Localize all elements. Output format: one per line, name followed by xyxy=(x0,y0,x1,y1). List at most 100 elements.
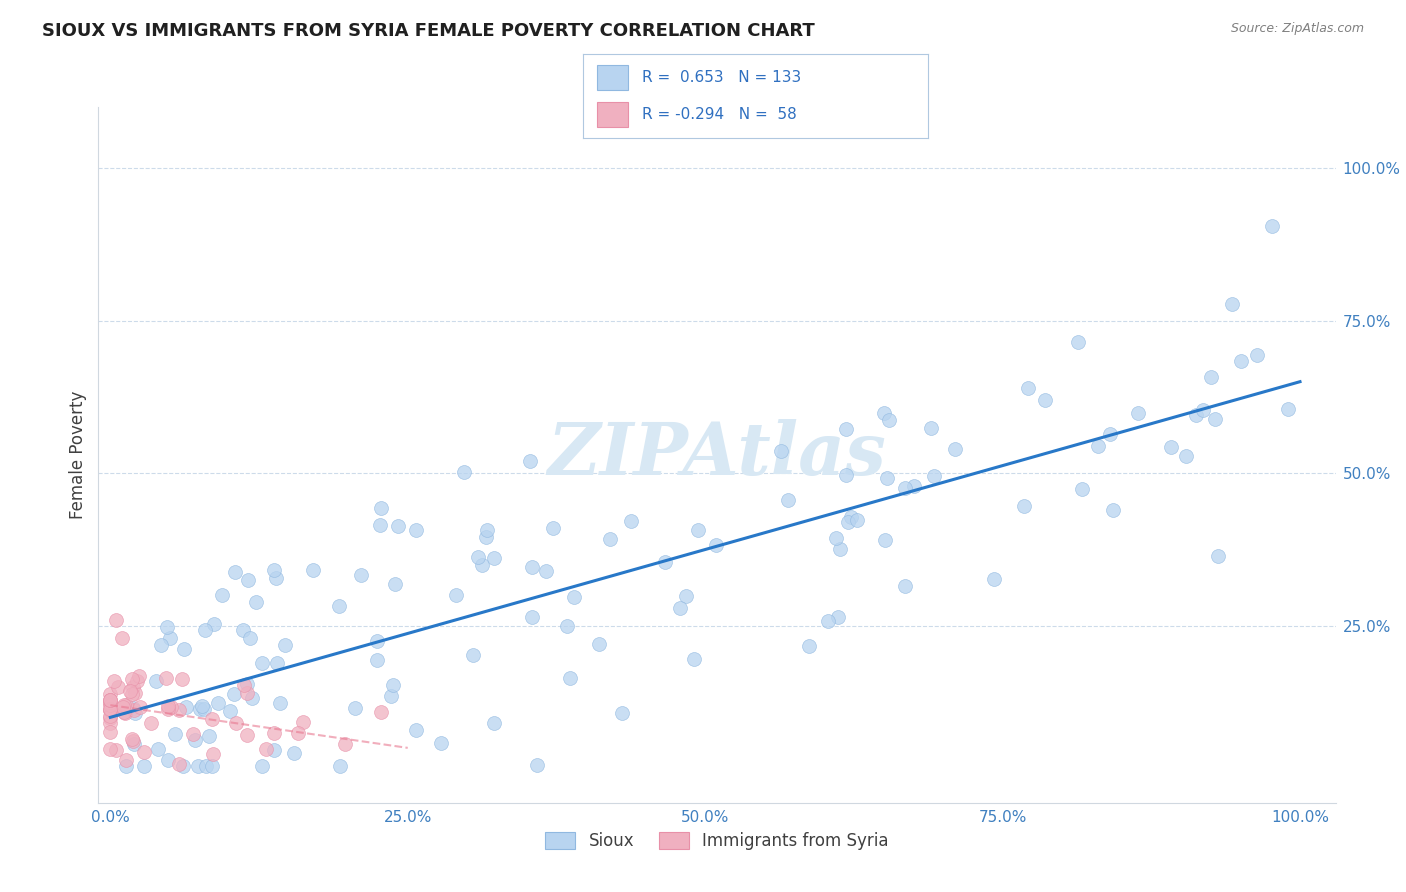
Point xyxy=(1070,482,1092,496)
Point xyxy=(225,715,247,730)
Point xyxy=(1185,408,1208,422)
Point xyxy=(471,558,494,573)
Point xyxy=(104,742,127,756)
Point xyxy=(328,599,350,613)
Point xyxy=(1199,370,1222,384)
Point xyxy=(588,637,610,651)
Point xyxy=(675,589,697,603)
Point xyxy=(124,686,146,700)
Point xyxy=(98,711,121,725)
Point xyxy=(825,531,848,545)
Point xyxy=(283,746,305,760)
Point xyxy=(287,726,309,740)
Point xyxy=(114,706,136,721)
Point xyxy=(112,706,135,720)
Point xyxy=(240,690,263,705)
Point xyxy=(669,601,692,615)
Point xyxy=(370,705,392,719)
Point xyxy=(620,514,643,528)
Point xyxy=(245,595,267,609)
Point xyxy=(160,700,183,714)
Point xyxy=(430,736,453,750)
Point xyxy=(149,638,172,652)
Point xyxy=(1246,348,1268,362)
Point xyxy=(170,673,193,687)
Point xyxy=(98,742,121,756)
Point xyxy=(835,422,858,436)
Point xyxy=(266,656,288,670)
Point xyxy=(920,421,942,435)
Point xyxy=(250,759,273,773)
Point xyxy=(1175,449,1198,463)
Point xyxy=(103,673,125,688)
Point xyxy=(366,634,388,648)
Point xyxy=(837,516,859,530)
Point xyxy=(467,549,489,564)
Point xyxy=(366,653,388,667)
Point xyxy=(835,467,858,482)
Point xyxy=(1230,353,1253,368)
Point xyxy=(387,518,409,533)
Point xyxy=(879,413,901,427)
Point xyxy=(222,687,245,701)
Point xyxy=(380,689,402,703)
Point xyxy=(1102,503,1125,517)
Point xyxy=(1220,297,1243,311)
Point xyxy=(682,652,704,666)
Point xyxy=(167,756,190,771)
Point xyxy=(520,609,543,624)
Point xyxy=(264,571,287,585)
Point xyxy=(239,632,262,646)
Point xyxy=(526,758,548,772)
Point xyxy=(207,696,229,710)
Point xyxy=(118,683,141,698)
Point xyxy=(98,698,121,712)
Point xyxy=(654,556,676,570)
Bar xyxy=(598,102,628,128)
Point xyxy=(188,702,211,716)
Point xyxy=(875,533,897,547)
Point xyxy=(156,620,179,634)
Point xyxy=(236,686,259,700)
Point xyxy=(236,728,259,742)
Point xyxy=(1126,406,1149,420)
Point xyxy=(146,742,169,756)
Point xyxy=(1192,403,1215,417)
Point xyxy=(846,513,869,527)
Point xyxy=(107,680,129,694)
Point xyxy=(163,727,186,741)
Point xyxy=(224,565,246,579)
Point xyxy=(98,693,121,707)
Point xyxy=(333,738,356,752)
Point xyxy=(943,442,966,456)
Y-axis label: Female Poverty: Female Poverty xyxy=(69,391,87,519)
Point xyxy=(98,696,121,710)
Point xyxy=(263,726,285,740)
Point xyxy=(111,700,134,714)
Point xyxy=(475,523,498,537)
Point xyxy=(839,510,862,524)
Text: SIOUX VS IMMIGRANTS FROM SYRIA FEMALE POVERTY CORRELATION CHART: SIOUX VS IMMIGRANTS FROM SYRIA FEMALE PO… xyxy=(42,22,815,40)
Point xyxy=(817,615,839,629)
Text: Source: ZipAtlas.com: Source: ZipAtlas.com xyxy=(1230,22,1364,36)
Point xyxy=(778,492,800,507)
Point xyxy=(453,465,475,479)
Point xyxy=(769,444,792,458)
Point xyxy=(328,759,350,773)
Point xyxy=(797,640,820,654)
Point xyxy=(98,693,121,707)
Point xyxy=(688,523,710,537)
Point xyxy=(893,481,915,495)
Point xyxy=(122,703,145,717)
Point xyxy=(1098,426,1121,441)
Point xyxy=(482,551,505,566)
Point xyxy=(98,692,121,706)
Point xyxy=(444,588,467,602)
Text: R = -0.294   N =  58: R = -0.294 N = 58 xyxy=(643,107,797,122)
Point xyxy=(200,712,222,726)
Point xyxy=(194,623,217,637)
Point xyxy=(519,454,541,468)
Point xyxy=(461,648,484,662)
Point xyxy=(186,759,208,773)
Point xyxy=(405,523,427,537)
